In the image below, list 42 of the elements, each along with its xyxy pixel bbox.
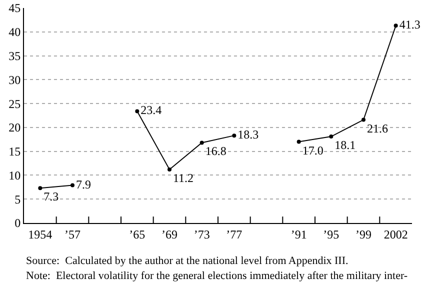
x-tick-label: ’95 xyxy=(323,227,340,242)
y-tick-label: 20 xyxy=(8,120,21,135)
point xyxy=(200,140,204,145)
source-note: Source: Calculated by the author at the national level from Appendix III. xyxy=(26,255,349,267)
text: 41.3 xyxy=(399,18,420,32)
y-tick-label: 30 xyxy=(8,72,21,87)
text: 17.0 xyxy=(302,143,324,158)
x-tick-label: ’99 xyxy=(356,227,372,242)
text: 7.9 xyxy=(76,177,91,192)
text: 18.1 xyxy=(334,138,356,152)
text: 11.2 xyxy=(173,170,194,185)
text: 21.6 xyxy=(367,121,388,136)
point xyxy=(168,167,172,172)
text: 16.8 xyxy=(205,144,226,158)
x-tick-label: ’65 xyxy=(129,227,146,242)
y-tick-label: 45 xyxy=(8,1,21,16)
y-tick-label: 5 xyxy=(14,192,21,206)
point xyxy=(296,140,301,144)
point xyxy=(38,186,42,190)
point xyxy=(135,109,140,114)
point xyxy=(329,134,334,139)
x-tick-label: ’69 xyxy=(162,227,178,242)
x-tick-label: ’77 xyxy=(226,227,242,242)
text: Note: Electoral volatility for the general elections immediately after the military inter- xyxy=(26,270,408,282)
point xyxy=(394,24,398,28)
text: 18.3 xyxy=(238,128,259,142)
y-tick-label: 10 xyxy=(8,168,21,182)
x-tick-label: ’57 xyxy=(64,227,80,242)
text: 23.4 xyxy=(140,103,162,118)
y-tick-label: 35 xyxy=(8,48,21,63)
point xyxy=(362,118,366,122)
y-tick-label: 0 xyxy=(14,216,21,230)
point xyxy=(70,183,74,188)
point xyxy=(232,134,236,138)
text: 7.3 xyxy=(44,190,59,204)
y-tick-label: 40 xyxy=(8,25,21,40)
x-tick-label: ’73 xyxy=(194,227,210,242)
x-tick-label: 2002 xyxy=(384,227,408,242)
y-tick-label: 15 xyxy=(8,144,21,159)
y-tick-label: 25 xyxy=(8,96,21,111)
x-tick-label: ’91 xyxy=(290,227,307,242)
x-tick-label: 1954 xyxy=(28,227,52,242)
